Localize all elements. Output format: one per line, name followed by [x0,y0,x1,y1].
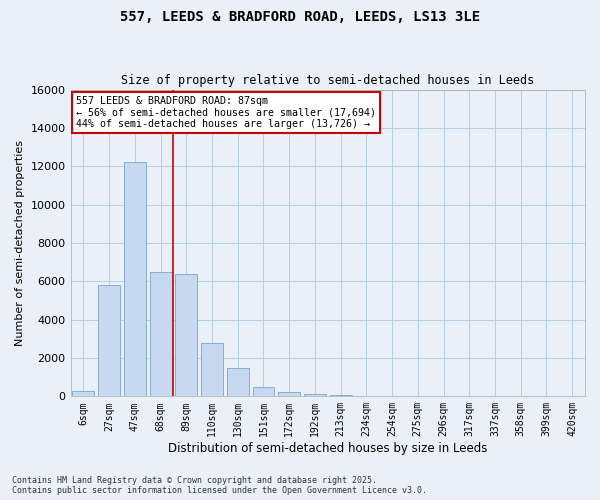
Y-axis label: Number of semi-detached properties: Number of semi-detached properties [15,140,25,346]
Text: 557 LEEDS & BRADFORD ROAD: 87sqm
← 56% of semi-detached houses are smaller (17,6: 557 LEEDS & BRADFORD ROAD: 87sqm ← 56% o… [76,96,376,129]
Bar [201,342,223,396]
Bar [73,390,94,396]
Bar [278,392,300,396]
Bar [149,272,172,396]
Text: 557, LEEDS & BRADFORD ROAD, LEEDS, LS13 3LE: 557, LEEDS & BRADFORD ROAD, LEEDS, LS13 … [120,10,480,24]
Bar [227,368,248,396]
Bar [253,386,274,396]
Bar [124,162,146,396]
Bar [98,285,120,397]
X-axis label: Distribution of semi-detached houses by size in Leeds: Distribution of semi-detached houses by … [168,442,487,455]
Text: Contains HM Land Registry data © Crown copyright and database right 2025.
Contai: Contains HM Land Registry data © Crown c… [12,476,427,495]
Bar [175,274,197,396]
Bar [304,394,326,396]
Title: Size of property relative to semi-detached houses in Leeds: Size of property relative to semi-detach… [121,74,535,87]
